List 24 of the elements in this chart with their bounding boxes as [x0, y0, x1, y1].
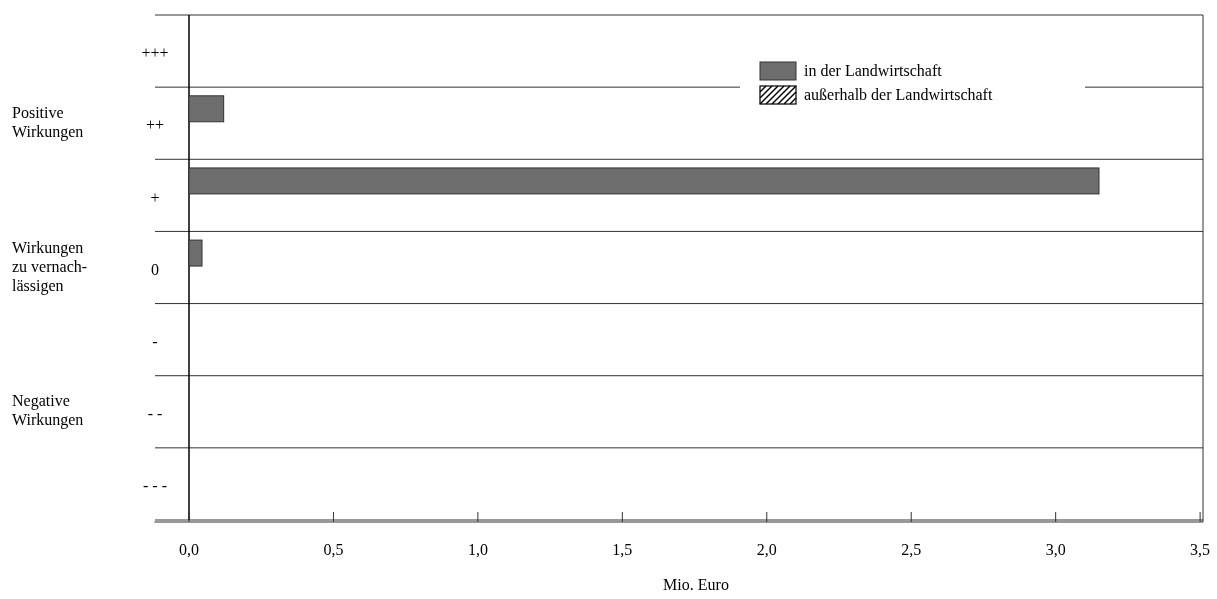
bar	[188, 239, 203, 267]
y-tick-label: - -	[147, 405, 163, 423]
bar	[188, 167, 1100, 195]
y-tick-label: 0	[151, 260, 159, 278]
y-tick-label: +	[150, 188, 160, 206]
text: Negative Wirkungen	[12, 391, 84, 429]
text: Positive Wirkungen	[12, 103, 84, 141]
legend-label: in der Landwirtschaft	[804, 62, 943, 79]
x-tick-label: 1,0	[467, 541, 488, 558]
x-tick-label: 3,0	[1045, 541, 1066, 558]
x-tick-label: 2,0	[756, 541, 777, 558]
x-axis-title: Mio. Euro	[663, 576, 729, 593]
x-tick-label: 3,5	[1190, 541, 1211, 558]
x-tick-label: 0,0	[179, 541, 199, 558]
y-tick-label: ++	[145, 116, 165, 134]
y-tick-label: +++	[141, 44, 169, 62]
text: Wirkungen zu vernach- lässigen	[12, 238, 88, 295]
x-tick-label: 1,5	[612, 541, 633, 558]
y-tick-label: -	[152, 332, 158, 350]
y-tick-label: - - -	[143, 477, 167, 495]
bar	[188, 95, 225, 123]
x-tick-label: 2,5	[901, 541, 922, 558]
legend-label: außerhalb der Landwirtschaft	[804, 86, 993, 103]
x-tick-label: 0,5	[323, 541, 344, 558]
